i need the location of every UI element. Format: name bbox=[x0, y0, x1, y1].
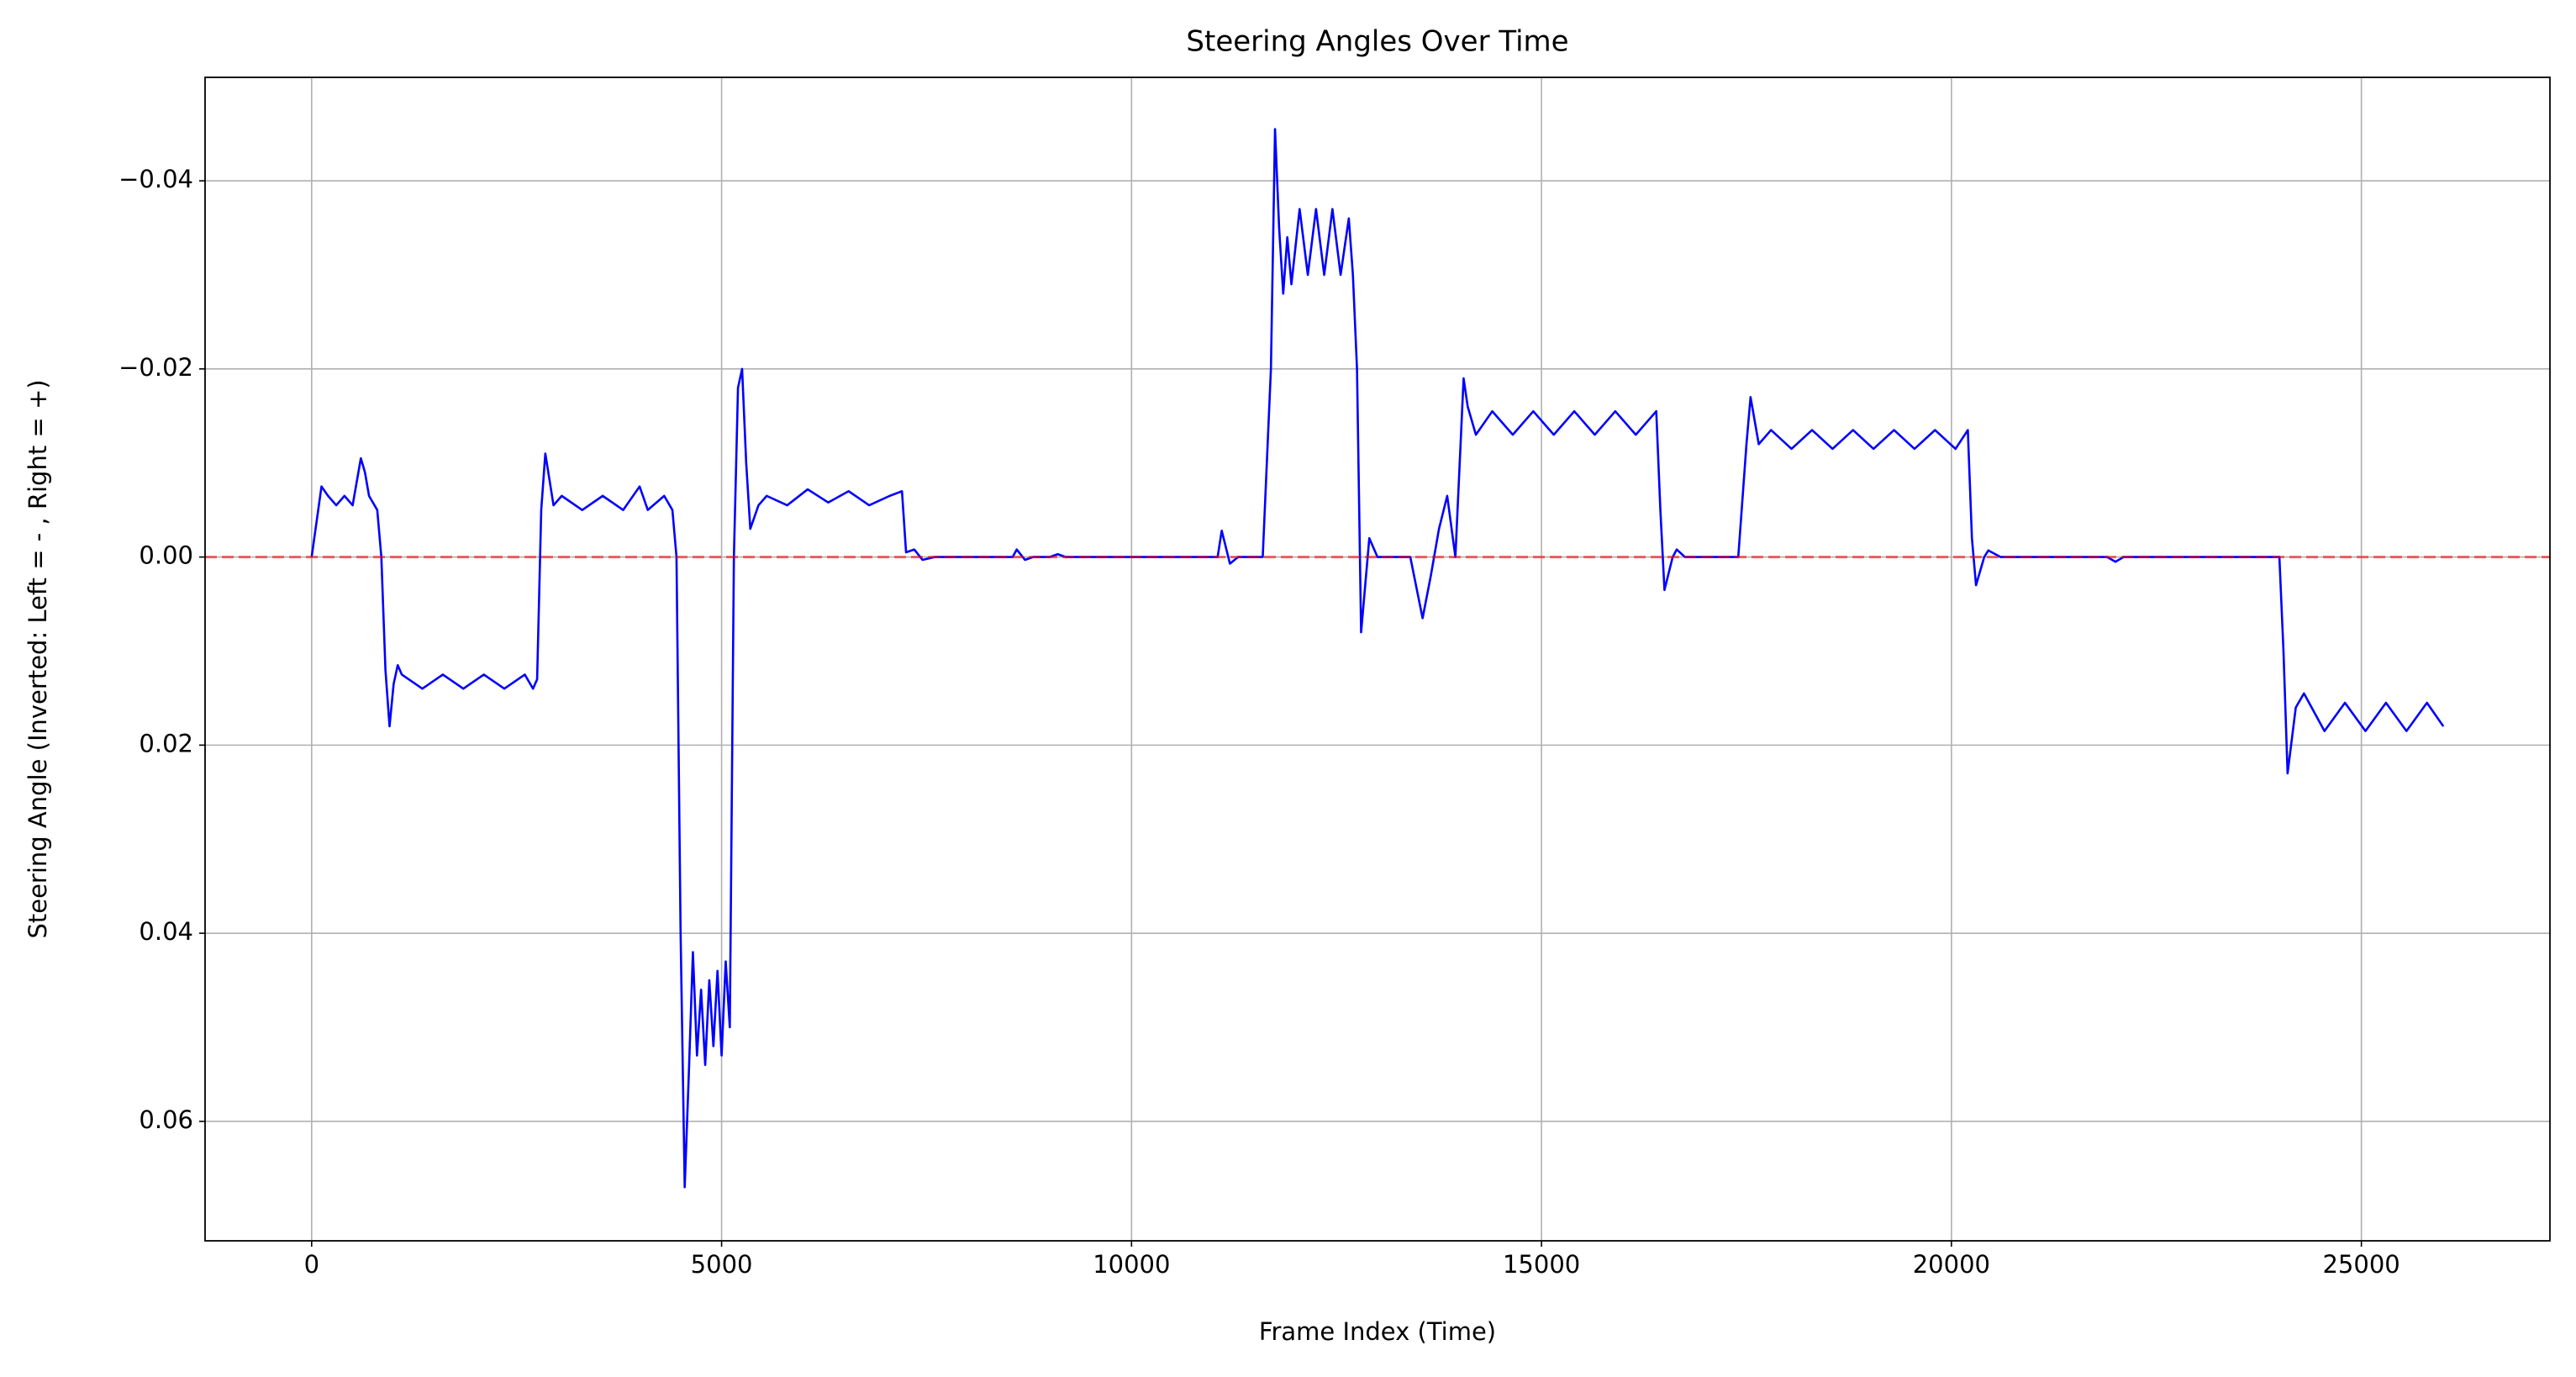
y-tick-label: −0.04 bbox=[119, 165, 193, 193]
y-axis-label: Steering Angle (Inverted: Left = - , Rig… bbox=[24, 379, 52, 938]
y-tick-label: 0.06 bbox=[139, 1105, 193, 1134]
y-tick-label: 0.02 bbox=[139, 729, 193, 757]
y-tick-label: −0.02 bbox=[119, 353, 193, 382]
x-tick-label: 5000 bbox=[691, 1250, 753, 1279]
x-tick-label: 0 bbox=[304, 1250, 319, 1279]
plot-frame bbox=[204, 76, 2551, 1242]
y-tick-label: 0.04 bbox=[139, 917, 193, 946]
x-tick-label: 20000 bbox=[1913, 1250, 1990, 1279]
x-tick-label: 25000 bbox=[2322, 1250, 2400, 1279]
y-tick-label: 0.00 bbox=[139, 541, 193, 570]
chart-title: Steering Angles Over Time bbox=[1186, 25, 1568, 59]
x-tick-label: 10000 bbox=[1093, 1250, 1170, 1279]
x-axis-label: Frame Index (Time) bbox=[1259, 1317, 1496, 1346]
x-tick-label: 15000 bbox=[1503, 1250, 1580, 1279]
